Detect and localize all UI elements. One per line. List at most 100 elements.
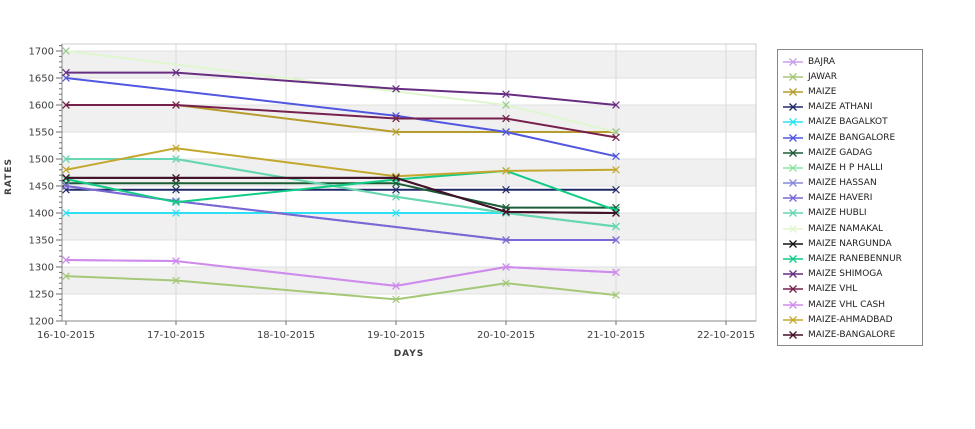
data-point-marker (62, 256, 70, 264)
legend-item: MAIZE HAVERI (778, 191, 922, 206)
data-point-marker (392, 282, 400, 290)
legend-label: MAIZE NARGUNDA (808, 238, 892, 249)
legend-marker-icon (778, 163, 808, 173)
legend-item: MAIZE VHL (778, 282, 922, 297)
data-point-marker (62, 209, 70, 217)
legend-label: BAJRA (808, 56, 836, 67)
legend-item: MAIZE (778, 84, 922, 99)
data-point-marker (172, 276, 180, 285)
legend-marker-icon (778, 330, 808, 340)
legend-label: MAIZE VHL CASH (808, 299, 886, 310)
data-point-marker (612, 236, 620, 244)
data-point-marker (392, 128, 400, 136)
data-point-marker (392, 174, 400, 182)
legend-label: MAIZE HAVERI (808, 193, 873, 204)
x-tick-label: 22-10-2015 (697, 330, 755, 341)
series-line-maize-haveri (65, 185, 616, 241)
y-tick-label: 1700 (29, 47, 54, 58)
grid-band (62, 51, 756, 78)
y-tick-label: 1450 (29, 182, 54, 193)
data-point-marker (502, 90, 510, 99)
data-point-marker (502, 114, 510, 123)
legend-label: MAIZE HUBLI (808, 208, 867, 219)
data-point-marker (172, 174, 180, 182)
legend-label: MAIZE HASSAN (808, 178, 877, 189)
grid-band (62, 213, 756, 240)
data-point-marker (502, 128, 510, 136)
legend-marker-icon (778, 284, 808, 294)
data-point-marker (172, 179, 180, 188)
y-tick-label: 1650 (29, 74, 54, 85)
legend-marker-icon (778, 148, 808, 158)
y-tick-label: 1400 (29, 209, 54, 220)
y-axis-title: RATES (4, 158, 14, 195)
data-point-marker (172, 198, 180, 207)
data-point-marker (172, 257, 180, 265)
legend-marker-icon (778, 208, 808, 218)
data-point-marker (172, 197, 180, 205)
data-point-marker (62, 165, 70, 174)
data-point-marker (172, 68, 180, 77)
y-tick-label: 1600 (29, 101, 54, 112)
legend-item: MAIZE SHIMOGA (778, 267, 922, 282)
data-point-marker (612, 291, 620, 299)
data-point-marker (502, 279, 510, 288)
legend-item: MAIZE RANEBENNUR (778, 251, 922, 266)
data-point-marker (62, 175, 70, 183)
data-point-marker (392, 192, 400, 201)
data-point-marker (612, 268, 620, 277)
legend-item: MAIZE HUBLI (778, 206, 922, 221)
x-tick-label: 17-10-2015 (147, 330, 205, 341)
legend: BAJRA JAWAR MAIZE MAIZE ATHANI MAIZE BAG… (777, 49, 923, 346)
legend-item: BAJRA (778, 54, 922, 69)
legend-item: MAIZE BAGALKOT (778, 115, 922, 130)
legend-label: MAIZE NAMAKAL (808, 223, 884, 234)
legend-marker-icon (778, 178, 808, 188)
data-point-marker (172, 101, 180, 109)
y-tick-label: 1350 (29, 236, 54, 247)
legend-item: MAIZE GADAG (778, 145, 922, 160)
x-tick-label: 18-10-2015 (257, 330, 315, 341)
data-point-marker (612, 101, 620, 109)
legend-marker-icon (778, 102, 808, 112)
data-point-marker (62, 174, 70, 182)
y-tick-label: 1550 (29, 128, 54, 139)
legend-label: MAIZE ATHANI (808, 102, 873, 113)
data-point-marker (392, 84, 400, 93)
data-point-marker (62, 68, 70, 77)
data-point-marker (612, 152, 620, 161)
legend-item: MAIZE-BANGALORE (778, 327, 922, 342)
legend-marker-icon (778, 239, 808, 249)
legend-label: MAIZE BAGALKOT (808, 117, 888, 128)
data-point-marker (62, 182, 70, 190)
data-point-marker (392, 114, 400, 123)
legend-marker-icon (778, 87, 808, 97)
legend-marker-icon (778, 269, 808, 279)
legend-label: MAIZE H P HALLI (808, 162, 883, 173)
legend-marker-icon (778, 57, 808, 67)
legend-item: MAIZE VHL CASH (778, 297, 922, 312)
data-point-marker (612, 128, 620, 136)
legend-item: MAIZE HASSAN (778, 176, 922, 191)
data-point-marker (62, 74, 70, 82)
data-point-marker (502, 101, 510, 109)
legend-label: MAIZE-BANGALORE (808, 329, 896, 340)
data-point-marker (62, 101, 70, 109)
data-point-marker (62, 155, 70, 163)
data-point-marker (172, 209, 180, 217)
legend-marker-icon (778, 224, 808, 234)
data-point-marker (62, 272, 70, 281)
data-point-marker (612, 209, 620, 217)
data-point-marker (172, 144, 180, 153)
legend-item: MAIZE H P HALLI (778, 160, 922, 175)
legend-marker-icon (778, 254, 808, 264)
legend-item: MAIZE-AHMADBAD (778, 312, 922, 327)
data-point-marker (612, 185, 620, 194)
legend-label: MAIZE (808, 86, 837, 97)
legend-marker-icon (778, 133, 808, 143)
legend-label: JAWAR (808, 71, 837, 82)
data-point-marker (172, 185, 180, 194)
series-line-maize-bangalore (65, 77, 617, 158)
